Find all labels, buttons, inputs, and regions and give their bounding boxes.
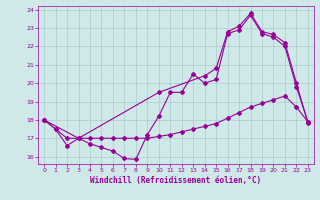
X-axis label: Windchill (Refroidissement éolien,°C): Windchill (Refroidissement éolien,°C) [91, 176, 261, 185]
